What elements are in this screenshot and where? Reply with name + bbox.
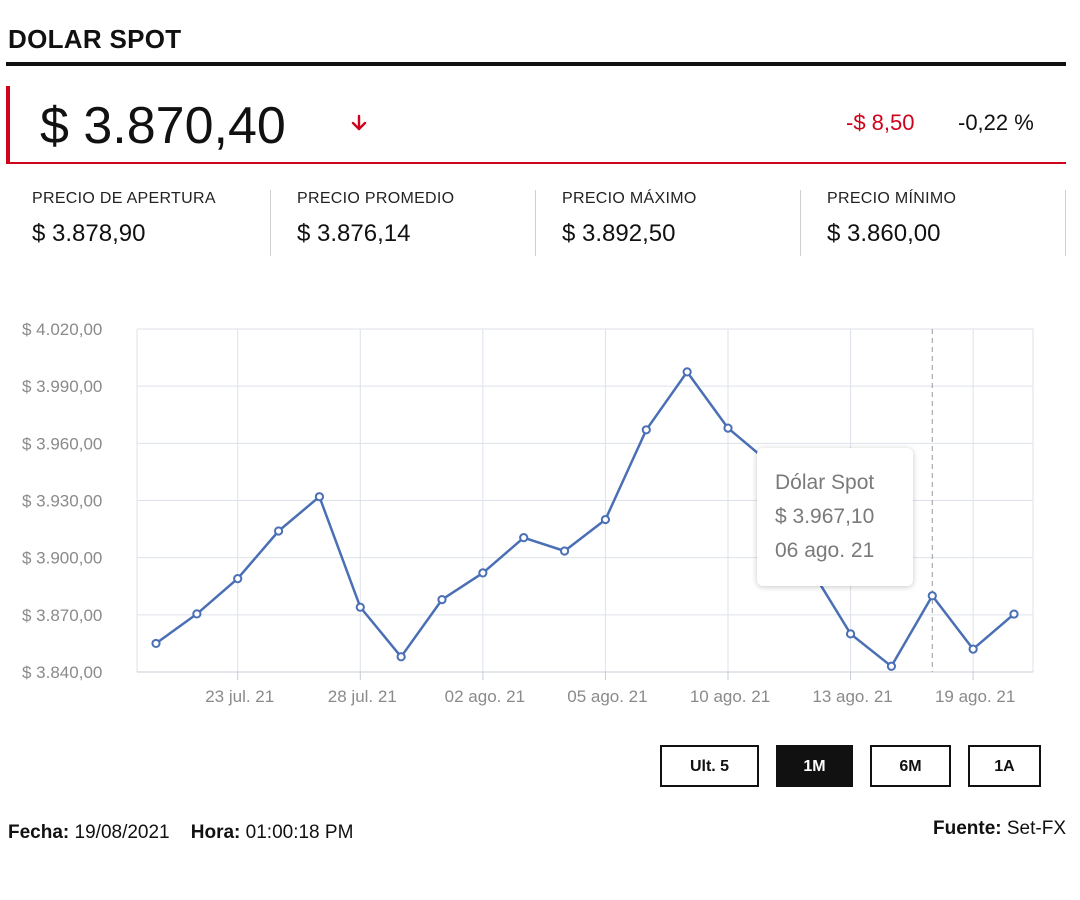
arrow-down-icon (351, 114, 367, 131)
data-point[interactable] (641, 425, 651, 435)
data-point[interactable] (396, 652, 406, 662)
current-price: $ 3.870,40 (40, 97, 286, 155)
x-tick-label: 13 ago. 21 (812, 687, 892, 706)
data-point[interactable] (192, 609, 202, 619)
data-point[interactable] (968, 644, 978, 654)
data-point[interactable] (723, 423, 733, 433)
stat-label: PRECIO PROMEDIO (297, 190, 455, 207)
data-point[interactable] (600, 514, 611, 525)
price-panel: $ 3.870,40 -$ 8,50 -0,22 % (6, 86, 1066, 164)
stat-average-price: PRECIO PROMEDIO $ 3.876,14 (271, 190, 536, 256)
x-tick-label: 02 ago. 21 (445, 687, 525, 706)
time-label: Hora: (190, 822, 241, 843)
range-button-1m[interactable]: 1M (776, 745, 853, 787)
source-label: Fuente: (932, 818, 1002, 839)
title-divider (6, 62, 1066, 66)
range-button-1a[interactable]: 1A (968, 745, 1041, 787)
x-tick-label: 23 jul. 21 (205, 687, 274, 706)
chart-tooltip: Dólar Spot $ 3.967,10 06 ago. 21 (757, 448, 913, 586)
y-tick-label: $ 4.020,00 (22, 320, 102, 339)
y-tick-label: $ 3.990,00 (22, 377, 102, 396)
y-tick-label: $ 3.960,00 (22, 434, 102, 453)
stat-value: $ 3.892,50 (562, 220, 676, 247)
x-tick-label: 28 jul. 21 (328, 687, 397, 706)
price-chart[interactable]: $ 3.840,00 $ 3.870,00 $ 3.900,00 $ 3.930,00… (0, 300, 1080, 720)
tooltip-date: 06 ago. 21 (775, 539, 875, 562)
y-tick-label: $ 3.930,00 (22, 492, 102, 511)
y-tick-label: $ 3.840,00 (22, 663, 102, 682)
footer-source: Fuente: Set-FX (933, 818, 1066, 840)
stat-value: $ 3.876,14 (297, 220, 411, 247)
price-change: -$ 8,50 (846, 110, 915, 135)
tooltip-series-name: Dólar Spot (775, 471, 875, 494)
data-point[interactable] (314, 492, 325, 502)
data-point[interactable] (886, 661, 897, 671)
stat-opening-price: PRECIO DE APERTURA $ 3.878,90 (6, 190, 271, 256)
data-point[interactable] (682, 367, 692, 377)
x-tick-label: 05 ago. 21 (567, 687, 647, 706)
page-title: DOLAR SPOT (8, 24, 182, 54)
data-point[interactable] (1009, 609, 1019, 619)
x-tick-label: 10 ago. 21 (690, 687, 770, 706)
y-tick-label: $ 3.900,00 (22, 549, 102, 568)
data-point[interactable] (151, 638, 161, 649)
data-point[interactable] (233, 574, 243, 584)
data-point[interactable] (273, 526, 284, 536)
data-point[interactable] (355, 602, 365, 612)
price-stats: PRECIO DE APERTURA $ 3.878,90 PRECIO PRO… (6, 190, 1066, 256)
range-button-6m[interactable]: 6M (870, 745, 951, 787)
stat-value: $ 3.878,90 (32, 220, 146, 247)
data-point[interactable] (437, 594, 447, 605)
time-value: 01:00:18 PM (245, 822, 354, 843)
stat-value: $ 3.860,00 (827, 220, 941, 247)
source-value: Set-FX (1006, 818, 1066, 839)
price-change-percent: -0,22 % (958, 110, 1034, 135)
range-button-last5[interactable]: Ult. 5 (660, 745, 759, 787)
data-point[interactable] (845, 629, 856, 639)
tooltip-value: $ 3.967,10 (775, 505, 875, 528)
stat-min-price: PRECIO MÍNIMO $ 3.860,00 (801, 190, 1066, 256)
stat-label: PRECIO MÍNIMO (827, 190, 957, 207)
footer-datetime: Fecha: 19/08/2021 Hora: 01:00:18 PM (8, 822, 353, 844)
data-point[interactable] (927, 591, 937, 601)
stat-label: PRECIO MÁXIMO (562, 190, 697, 207)
x-tick-label: 19 ago. 21 (935, 687, 1015, 706)
data-point[interactable] (478, 568, 488, 578)
series-line (155, 370, 1015, 668)
data-point[interactable] (559, 546, 570, 556)
stat-max-price: PRECIO MÁXIMO $ 3.892,50 (536, 190, 801, 256)
date-value: 19/08/2021 (74, 822, 170, 843)
stat-label: PRECIO DE APERTURA (32, 190, 216, 207)
data-point[interactable] (519, 533, 529, 543)
y-tick-label: $ 3.870,00 (22, 606, 102, 625)
date-label: Fecha: (8, 822, 70, 843)
